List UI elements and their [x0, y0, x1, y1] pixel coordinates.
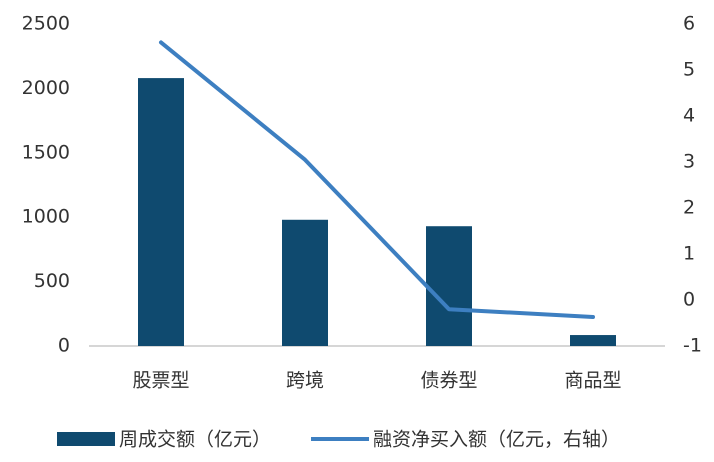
y2-tick-label: 5: [683, 59, 695, 81]
y-tick-label: 2500: [22, 13, 70, 35]
y2-tick-label: 3: [683, 151, 695, 173]
bar: [570, 335, 616, 346]
x-tick-label: 跨境: [286, 370, 324, 392]
y-tick-label: 0: [58, 335, 70, 357]
y2-tick-label: -1: [683, 335, 702, 357]
x-tick-label: 股票型: [132, 370, 189, 392]
y-tick-label: 500: [34, 270, 70, 292]
bar: [138, 78, 184, 346]
x-tick-label: 债券型: [420, 370, 477, 392]
y2-tick-label: 2: [683, 197, 695, 219]
x-tick-label: 商品型: [564, 370, 621, 392]
y2-tick-label: 4: [683, 105, 695, 127]
y2-tick-label: 6: [683, 13, 695, 35]
line: [159, 40, 595, 320]
legend-label: 周成交额（亿元）: [119, 429, 271, 451]
bar: [426, 226, 472, 346]
y2-tick-label: 0: [683, 289, 695, 311]
legend-swatch: [57, 432, 115, 446]
y-tick-label: 1000: [22, 206, 70, 228]
y-tick-label: 2000: [22, 77, 70, 99]
y-tick-label: 1500: [22, 141, 70, 163]
bar: [282, 219, 328, 346]
y2-tick-label: 1: [683, 243, 695, 265]
legend-label: 融资净买入额（亿元，右轴）: [373, 429, 620, 451]
